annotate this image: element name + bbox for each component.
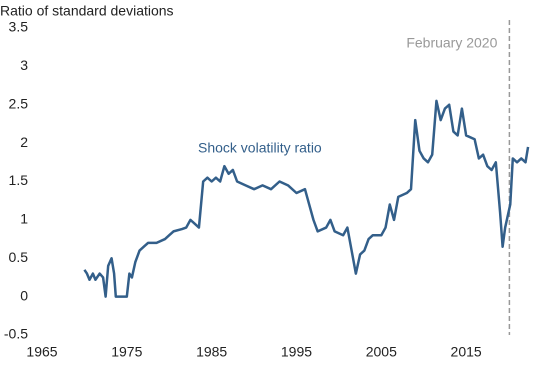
- y-tick-label: 3.5: [9, 19, 29, 35]
- x-tick-label: 1995: [281, 344, 312, 360]
- x-tick-label: 2015: [451, 344, 482, 360]
- data-line: [83, 99, 530, 298]
- y-tick-label: 1.5: [9, 172, 29, 188]
- x-tick-label: 1975: [111, 344, 142, 360]
- y-tick-label: -0.5: [4, 326, 28, 342]
- y-tick-label: 0.5: [9, 249, 29, 265]
- y-tick-label: 2.5: [9, 95, 29, 111]
- y-tick-label: 1: [20, 211, 28, 227]
- y-tick-label: 3: [20, 57, 28, 73]
- x-tick-label: 1985: [196, 344, 227, 360]
- series-label: Shock volatility ratio: [198, 140, 322, 156]
- y-tick-label: 2: [20, 134, 28, 150]
- y-axis-title: Ratio of standard deviations: [0, 3, 174, 19]
- y-tick-label: 0: [20, 287, 28, 303]
- x-tick-label: 2005: [366, 344, 397, 360]
- event-label: February 2020: [406, 35, 497, 51]
- x-tick-label: 1965: [26, 344, 57, 360]
